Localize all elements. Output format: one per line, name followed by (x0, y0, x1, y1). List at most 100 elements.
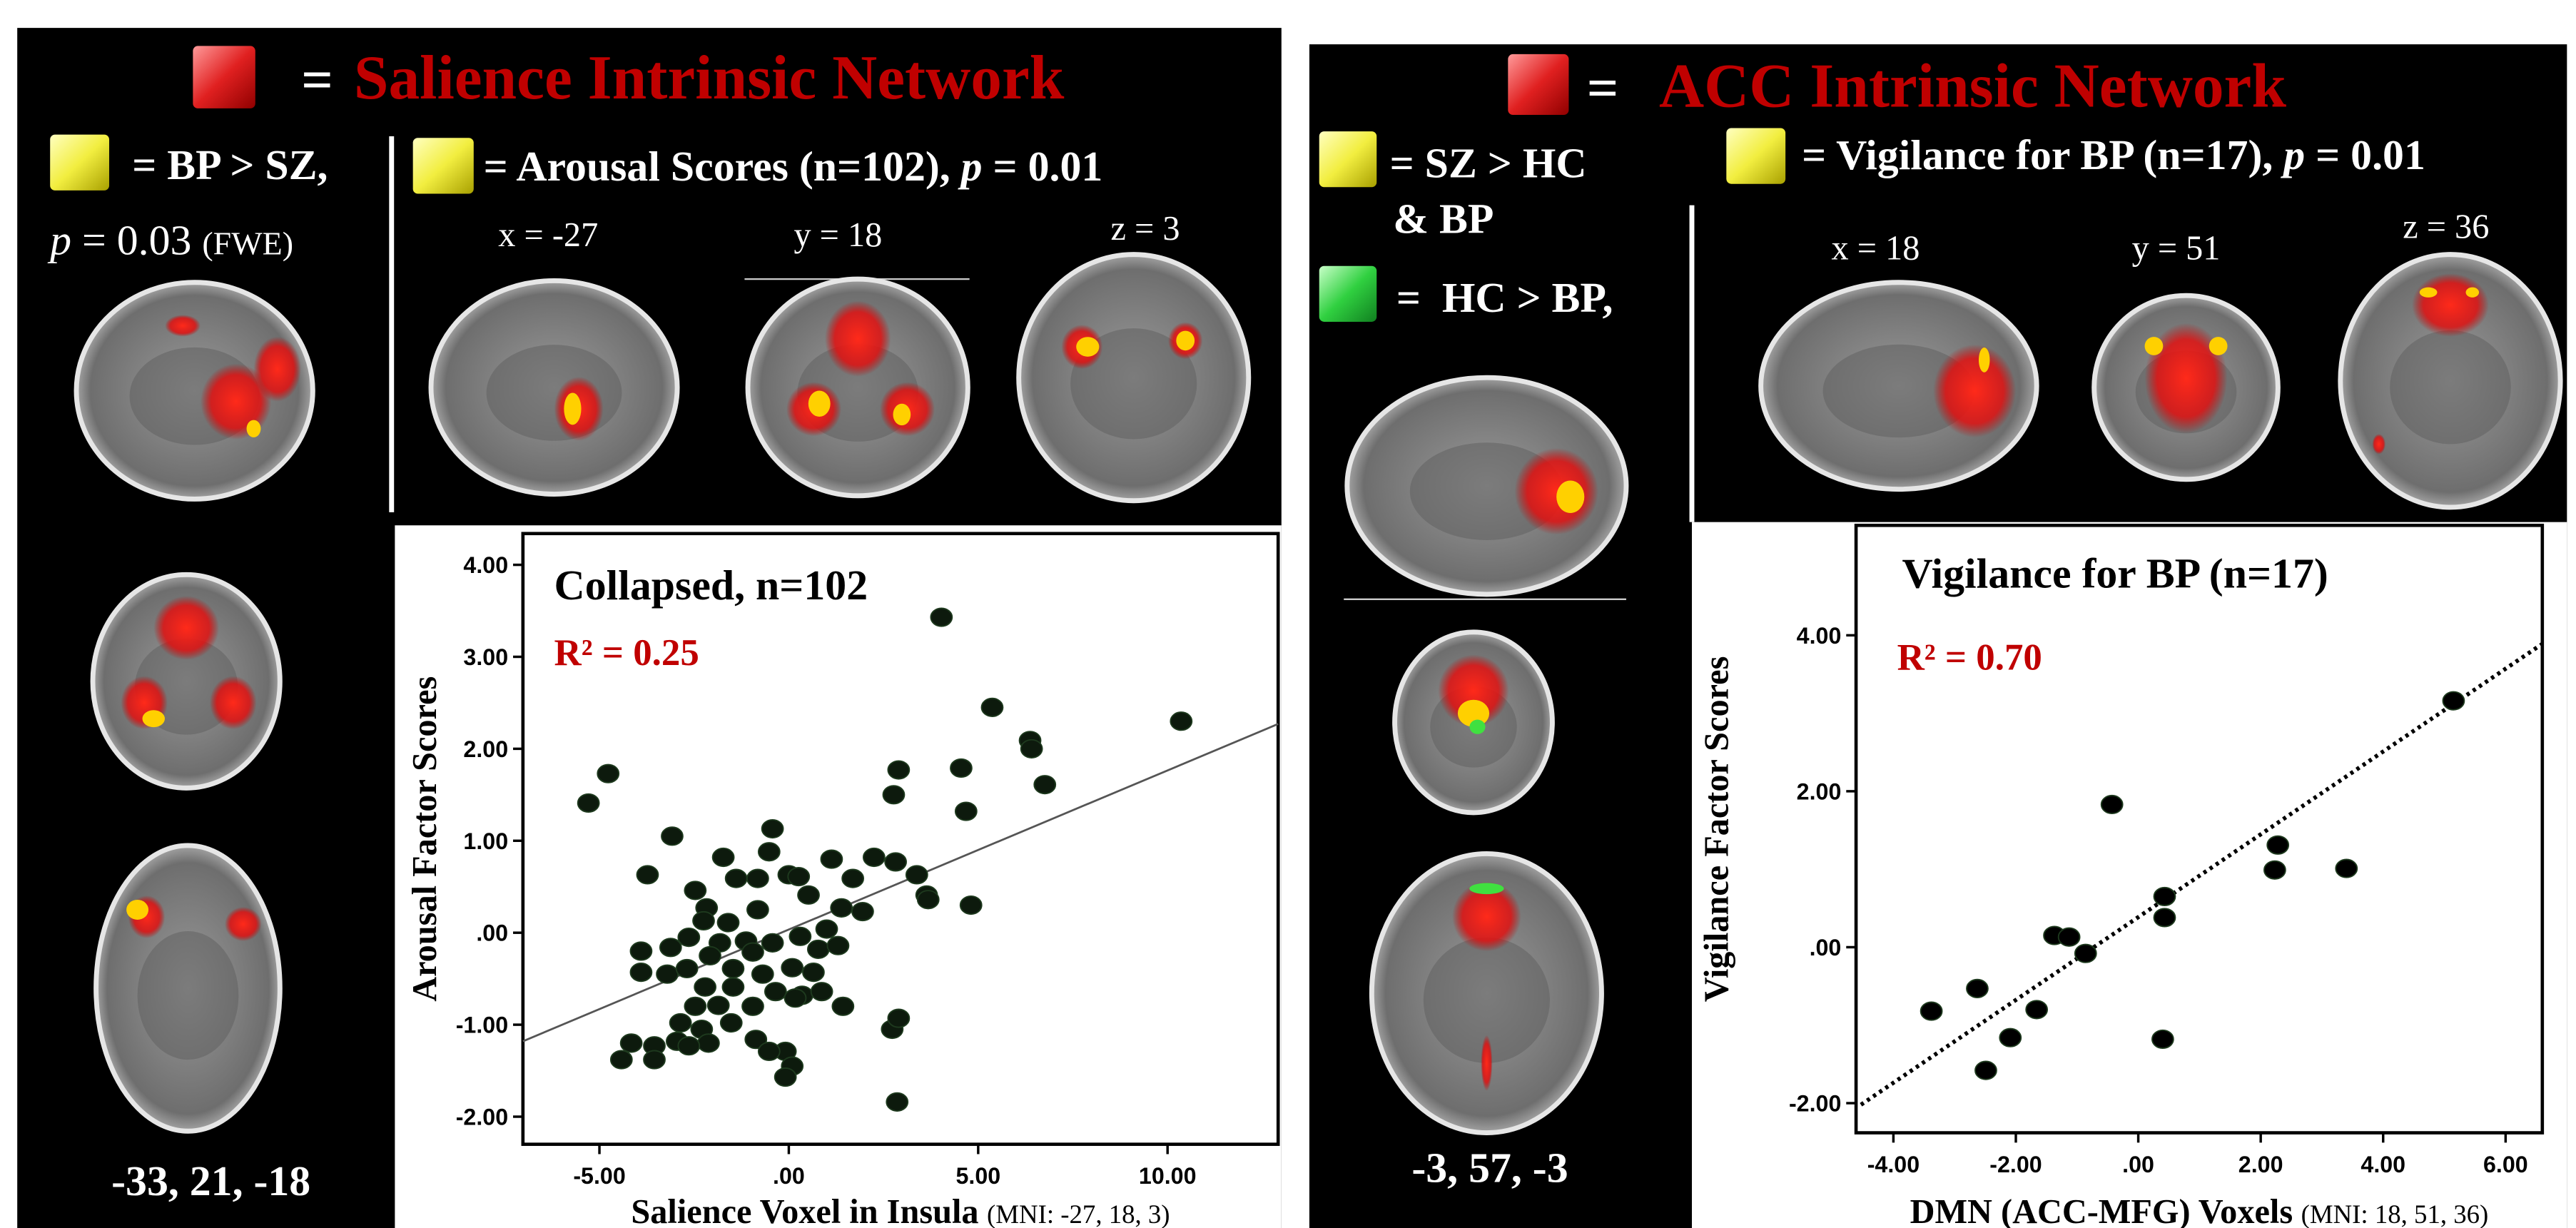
point (811, 983, 833, 1000)
point (752, 965, 774, 983)
point (637, 866, 658, 883)
point (698, 1034, 719, 1052)
point (742, 943, 764, 961)
panel-title: ACC Intrinsic Network (1659, 51, 2286, 121)
point (2443, 691, 2464, 709)
point (960, 896, 982, 914)
point (842, 869, 863, 887)
y-tick-label: 2.00 (1797, 778, 1842, 804)
y-tick-label: .00 (1810, 935, 1842, 960)
point (630, 942, 651, 960)
swatch-group (50, 135, 109, 191)
p-symbol: p (47, 217, 71, 264)
point (747, 900, 769, 918)
point (1999, 1029, 2021, 1047)
point (2059, 928, 2080, 946)
x-axis-label: DMN (ACC-MFG) Voxels (1910, 1193, 2293, 1228)
point (2264, 861, 2286, 879)
point (726, 869, 747, 887)
point (1921, 1002, 1942, 1020)
brain-slice (1347, 377, 1626, 594)
point (578, 794, 599, 812)
x-tick-label: 6.00 (2483, 1152, 2528, 1177)
legend-label: = BP > SZ, (132, 141, 328, 188)
point (597, 765, 619, 783)
chart-title: Collapsed, n=102 (554, 562, 868, 609)
point (2154, 908, 2176, 926)
annotation: R² = 0.70 (1897, 637, 2042, 679)
legend-label: = SZ > HC (1390, 139, 1587, 186)
point (789, 928, 811, 945)
legend-label: = Vigilance for BP (n=17), p = 0.01 (1802, 131, 2425, 178)
activation-peak (2145, 337, 2164, 355)
panel-title: Salience Intrinsic Network (354, 43, 1065, 112)
brain-core (138, 931, 239, 1060)
point (630, 963, 651, 981)
activation (165, 315, 201, 336)
y-tick-label: 3.00 (463, 644, 508, 670)
x-tick-label: -5.00 (573, 1163, 625, 1189)
swatch-group (1319, 266, 1377, 322)
point (722, 978, 744, 996)
point (721, 1014, 742, 1032)
activation (153, 596, 219, 660)
point (906, 866, 928, 883)
activation-peak (1076, 337, 1099, 357)
point (670, 1014, 691, 1032)
y-tick-label: -2.00 (456, 1104, 508, 1130)
point (759, 843, 780, 861)
brain-slice (2094, 295, 2278, 479)
point (784, 989, 806, 1007)
slice-label: z = 3 (1111, 210, 1180, 248)
x-axis-label: Salience Voxel in Insula (631, 1193, 978, 1228)
swatch-network (1508, 54, 1568, 115)
activation-peak (893, 404, 911, 425)
brain-slice (1395, 632, 1553, 813)
point (678, 928, 699, 946)
point (684, 881, 706, 899)
point (918, 890, 939, 908)
point (883, 786, 905, 803)
point (722, 960, 744, 978)
brain-slice (748, 279, 968, 496)
activation-peak (1556, 480, 1584, 513)
brain-core (487, 345, 622, 441)
swatch-network (193, 46, 255, 108)
point (930, 608, 952, 626)
y-tick-label: 4.00 (463, 552, 508, 578)
slice-label: x = 18 (1832, 230, 1920, 268)
point (676, 960, 698, 978)
x-tick-label: 4.00 (2361, 1152, 2405, 1177)
x-tick-label: 10.00 (1139, 1163, 1197, 1189)
chart-title: Vigilance for BP (n=17) (1902, 550, 2328, 597)
slice-label: y = 18 (793, 216, 882, 254)
point (762, 934, 784, 952)
activation (225, 907, 262, 941)
x-axis-note: (MNI: -27, 18, 3) (987, 1199, 1170, 1228)
point (693, 912, 714, 930)
point (1034, 776, 1055, 793)
point (678, 1037, 699, 1055)
point (821, 850, 842, 868)
point (765, 983, 786, 1000)
activation-peak (2466, 288, 2479, 298)
activation-peak (126, 900, 148, 920)
point (1021, 740, 1043, 758)
point (713, 848, 734, 866)
x-tick-label: .00 (2122, 1152, 2154, 1177)
p-value: = 0.01 (2316, 131, 2425, 178)
legend-score: = Arousal Scores (n=102), (484, 143, 950, 190)
y-axis-title: Vigilance Factor Scores (1698, 656, 1736, 1003)
point (742, 998, 764, 1015)
slice-label: z = 36 (2403, 208, 2489, 246)
page: {"left_panel": { "title_eq": "=", "title… (0, 0, 2576, 1228)
point (863, 848, 885, 866)
legend-label: = Arousal Scores (n=102), p = 0.01 (484, 143, 1103, 190)
x-tick-label: 2.00 (2238, 1152, 2283, 1177)
point (644, 1050, 665, 1068)
slice-label: x = -27 (498, 216, 598, 254)
point (708, 996, 729, 1014)
activation-peak (2209, 337, 2228, 355)
y-tick-label: .00 (476, 920, 508, 946)
activation-peak (808, 391, 831, 417)
